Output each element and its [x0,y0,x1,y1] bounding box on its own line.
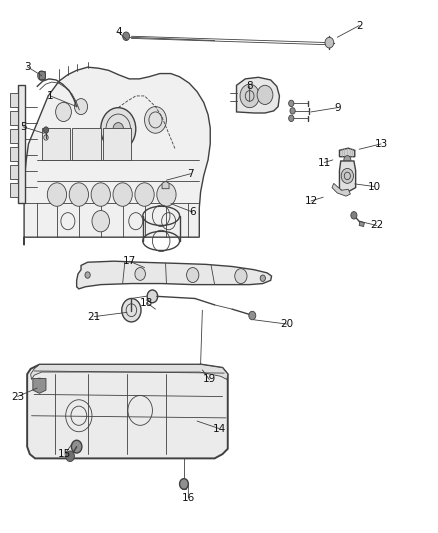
Circle shape [69,183,88,206]
Polygon shape [31,365,228,379]
Circle shape [122,298,141,322]
Text: 18: 18 [140,298,153,308]
Circle shape [187,268,199,282]
Text: 12: 12 [304,196,318,206]
Circle shape [74,99,88,115]
Circle shape [290,108,295,114]
Circle shape [147,290,158,303]
Polygon shape [10,183,18,197]
Polygon shape [332,183,350,196]
Text: 15: 15 [58,449,71,459]
Text: 9: 9 [334,103,341,112]
Text: 14: 14 [212,424,226,433]
Circle shape [341,168,353,183]
Polygon shape [162,181,169,189]
Circle shape [56,102,71,122]
Text: 20: 20 [280,319,293,329]
Text: 13: 13 [374,139,388,149]
Text: 21: 21 [88,312,101,321]
Polygon shape [339,161,356,193]
Circle shape [92,211,110,232]
Text: 1: 1 [47,91,54,101]
Text: 5: 5 [20,122,27,132]
Text: 4: 4 [115,27,122,37]
Circle shape [257,85,273,104]
Polygon shape [103,128,131,160]
Polygon shape [10,129,18,143]
Text: 2: 2 [356,21,363,30]
Text: 3: 3 [24,62,31,71]
Polygon shape [10,165,18,179]
Text: 8: 8 [246,82,253,91]
Polygon shape [72,128,101,160]
Circle shape [235,269,247,284]
Polygon shape [10,111,18,125]
Circle shape [180,479,188,489]
Polygon shape [339,148,355,157]
Text: 7: 7 [187,169,194,179]
Circle shape [198,364,204,372]
Text: 22: 22 [370,221,383,230]
Polygon shape [27,365,228,458]
Circle shape [113,183,132,206]
Circle shape [249,311,256,320]
Circle shape [260,275,265,281]
Circle shape [66,451,74,462]
Circle shape [43,127,49,133]
Polygon shape [359,221,364,227]
Circle shape [325,37,334,48]
Text: 11: 11 [318,158,331,167]
Polygon shape [42,128,70,160]
Text: 6: 6 [189,207,196,217]
Polygon shape [10,147,18,161]
Circle shape [351,212,357,219]
Circle shape [344,156,351,164]
Circle shape [289,115,294,122]
Circle shape [113,123,124,135]
Polygon shape [18,85,25,203]
Text: 23: 23 [11,392,24,401]
Circle shape [101,108,136,150]
Circle shape [71,440,82,453]
Polygon shape [24,67,210,245]
Circle shape [34,378,45,391]
Polygon shape [10,93,18,107]
Polygon shape [33,378,46,393]
Circle shape [135,183,154,206]
Circle shape [145,107,166,133]
Circle shape [135,268,145,280]
Circle shape [47,183,67,206]
Polygon shape [237,77,279,113]
Circle shape [123,32,130,41]
Circle shape [157,183,176,206]
Text: 17: 17 [123,256,136,266]
Circle shape [38,71,46,80]
Circle shape [85,272,90,278]
Circle shape [289,100,294,107]
Text: 16: 16 [182,493,195,503]
Text: 10: 10 [368,182,381,191]
Circle shape [91,183,110,206]
Polygon shape [77,261,272,289]
Circle shape [240,84,259,108]
Text: 19: 19 [203,375,216,384]
